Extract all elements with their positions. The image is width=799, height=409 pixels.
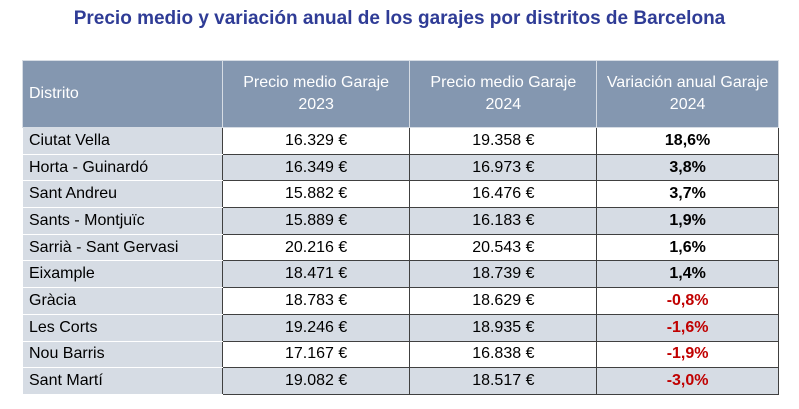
value-cell: 1,9% [596,207,779,235]
value-cell: 16.476 € [409,180,598,209]
value-cell: 16.838 € [409,340,598,369]
table-row: Ciutat Vella 16.329 €19.358 €18,6% [22,127,779,155]
header-cell: Distrito [22,60,223,128]
value-cell: 15.889 € [221,207,411,235]
value-cell: 3,8% [596,153,779,182]
district-cell: Sant Andreu [22,180,223,209]
value-cell: 18.471 € [221,260,411,289]
value-cell: 18,6% [596,127,779,155]
value-cell: 1,4% [596,260,779,289]
value-cell: -1,9% [596,340,779,369]
value-cell: 19.246 € [221,313,411,342]
value-cell: 18.783 € [221,287,411,315]
table: Distrito Precio medio Garaje 2023 Precio m… [22,60,779,395]
district-cell: Les Corts [22,313,223,342]
table-row: Gràcia 18.783 €18.629 € -0,8% [22,287,779,315]
header-cell: Variación anual Garaje 2024 [596,60,779,128]
table-row: Sant Andreu 15.882 €16.476 €3,7% [22,180,779,209]
value-cell: -1,6% [596,313,779,342]
district-cell: Sants - Montjuïc [22,207,223,235]
table-row: Sant Martí 19.082 €18.517 € -3,0% [22,367,779,395]
district-cell: Sarrià - Sant Gervasi [22,233,223,262]
district-cell: Sant Martí [22,367,223,395]
value-cell: 19.358 € [409,127,598,155]
district-cell: Gràcia [22,287,223,315]
value-cell: 15.882 € [221,180,411,209]
value-cell: 18.629 € [409,287,598,315]
header-cell: Precio medio Garaje 2024 [409,60,598,128]
table-row: Nou Barris 17.167 €16.838 € -1,9% [22,340,779,369]
value-cell: 16.973 € [409,153,598,182]
value-cell: 17.167 € [221,340,411,369]
table-header: Distrito Precio medio Garaje 2023 Precio m… [22,60,779,128]
value-cell: 16.329 € [221,127,411,155]
district-cell: Eixample [22,260,223,289]
value-cell: 18.517 € [409,367,598,395]
table-row: Eixample 18.471 €18.739 €1,4% [22,260,779,289]
district-cell: Horta - Guinardó [22,153,223,182]
value-cell: 1,6% [596,233,779,262]
table-row: Sarrià - Sant Gervasi 20.216 €20.543 €1,6… [22,233,779,262]
value-cell: 16.349 € [221,153,411,182]
header-row: Distrito Precio medio Garaje 2023 Precio m… [22,60,779,128]
header-cell: Precio medio Garaje 2023 [221,60,411,128]
value-cell: -3,0% [596,367,779,395]
value-cell: 20.216 € [221,233,411,262]
value-cell: 16.183 € [409,207,598,235]
value-cell: -0,8% [596,287,779,315]
table-row: Les Corts 19.246 €18.935 € -1,6% [22,313,779,342]
table-row: Horta - Guinardó 16.349 €16.973 €3,8% [22,153,779,182]
value-cell: 20.543 € [409,233,598,262]
district-cell: Ciutat Vella [22,127,223,155]
value-cell: 19.082 € [221,367,411,395]
table-row: Sants - Montjuïc 15.889 €16.183 €1,9% [22,207,779,235]
title: Precio medio y variación anual de los ga… [73,8,726,29]
value-cell: 3,7% [596,180,779,209]
value-cell: 18.935 € [409,313,598,342]
table-body: Ciutat Vella 16.329 €19.358 €18,6% Horta -… [22,127,779,395]
value-cell: 18.739 € [409,260,598,289]
district-cell: Nou Barris [22,340,223,369]
